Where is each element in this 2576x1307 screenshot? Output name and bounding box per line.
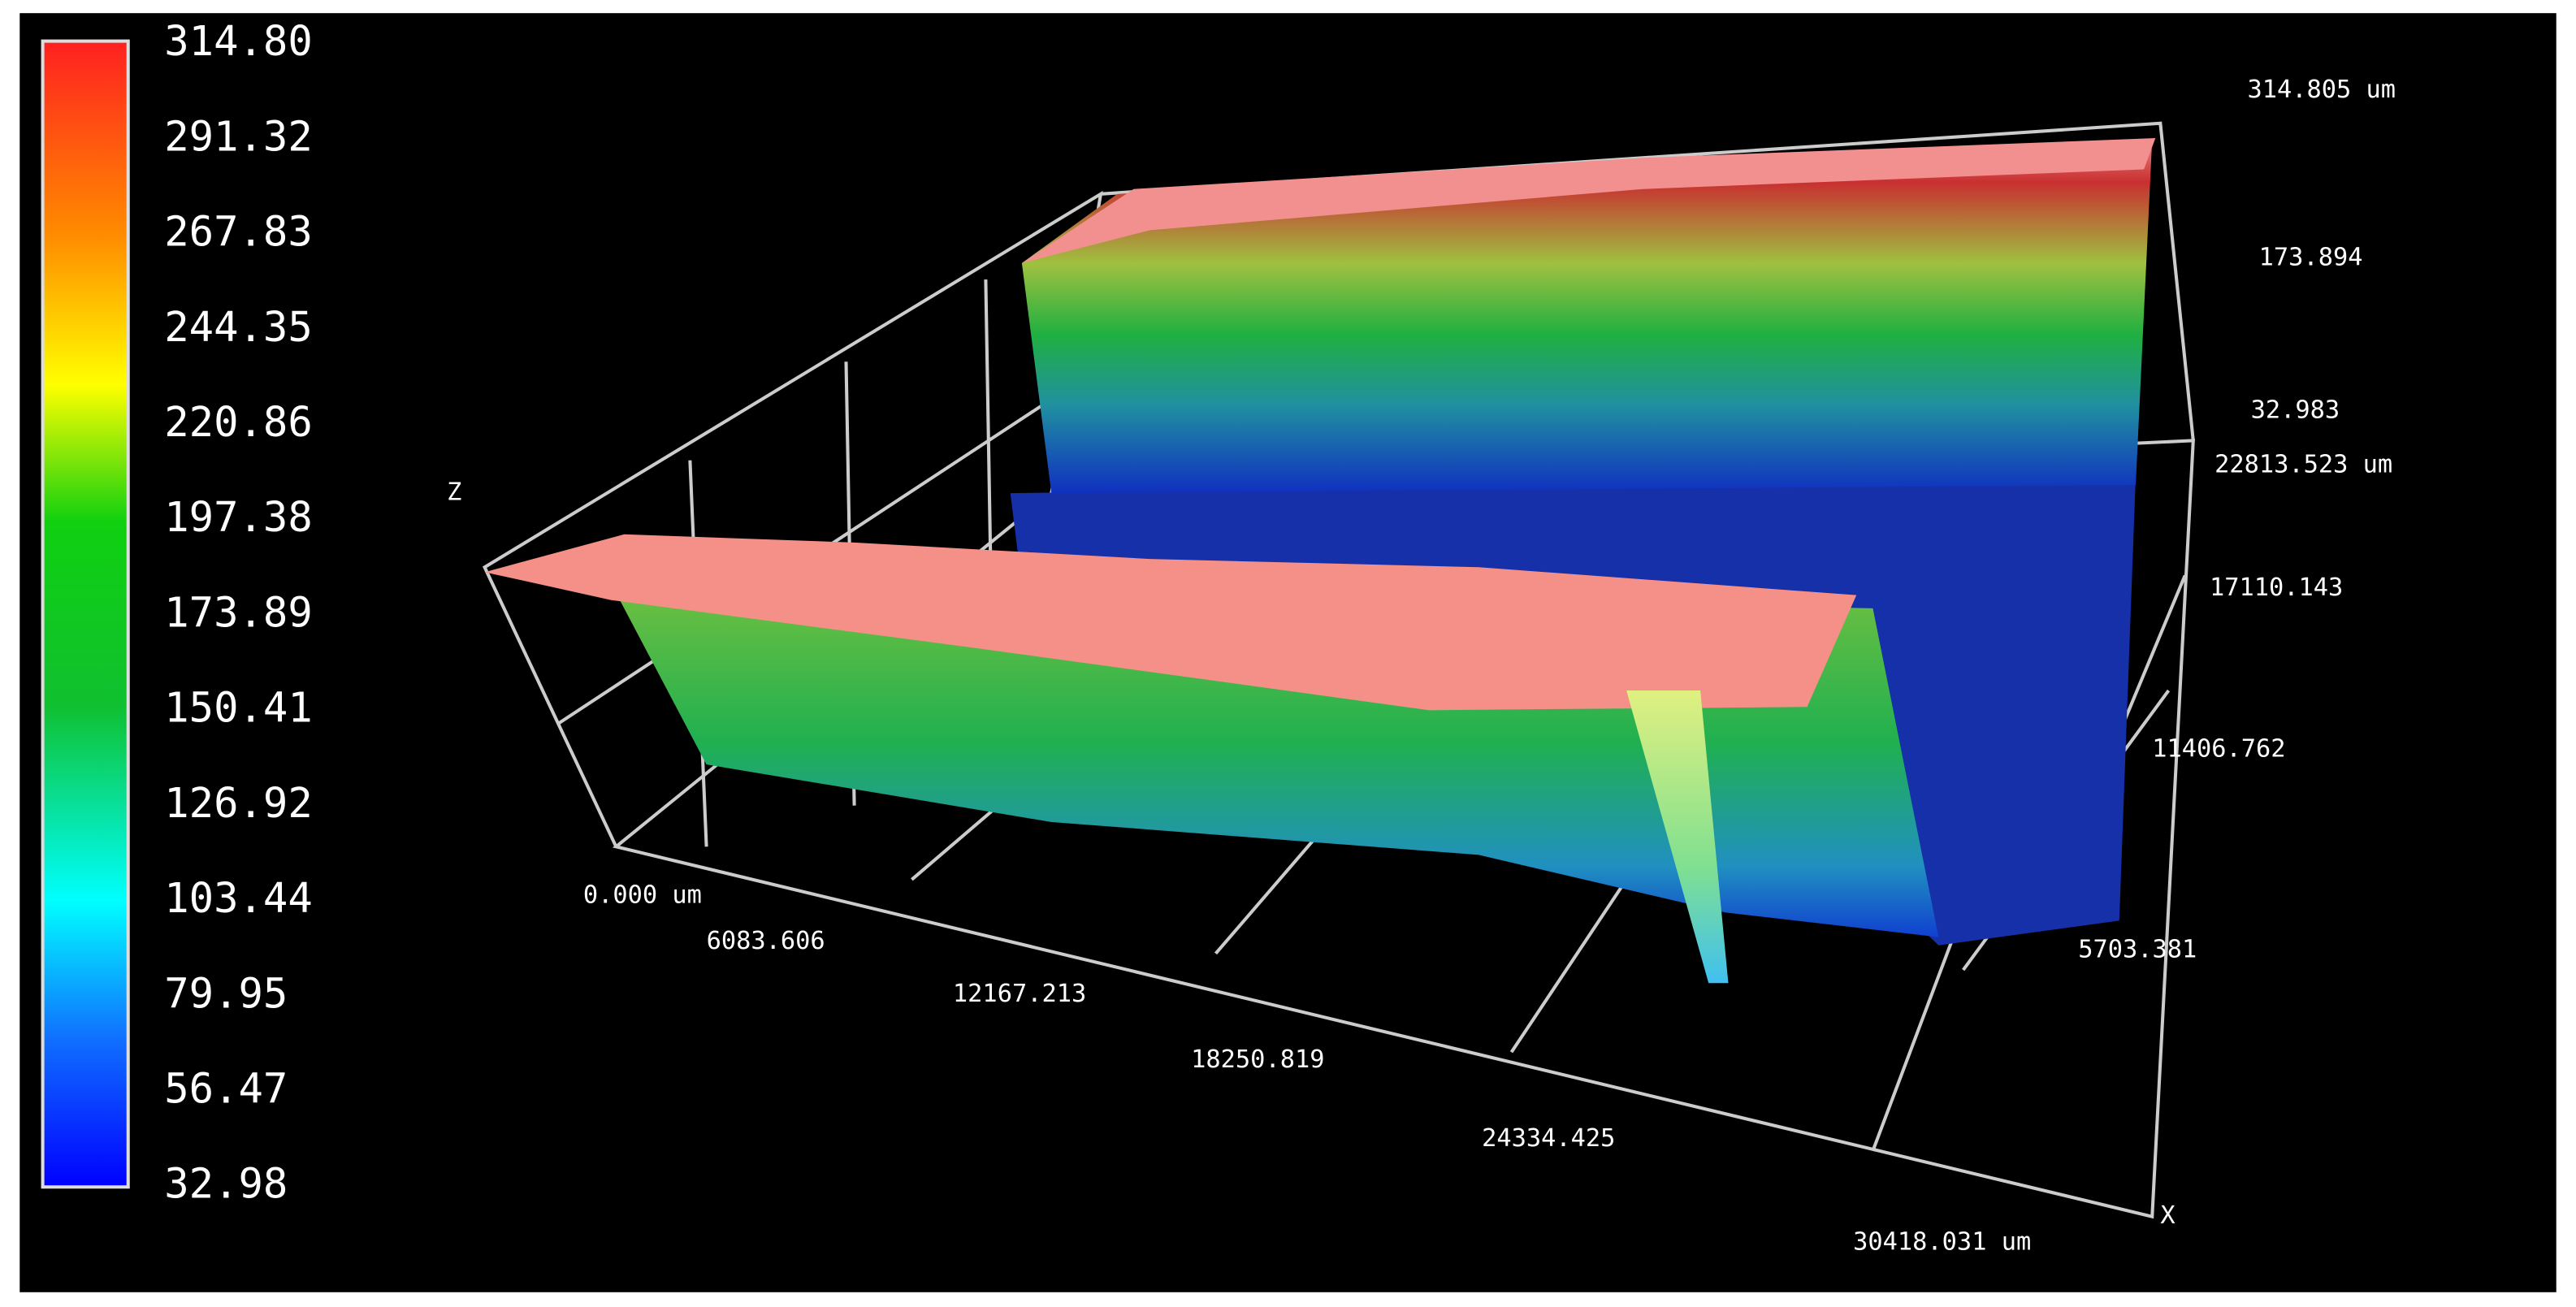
- x-tick-label: 24334.425: [1482, 1124, 1615, 1153]
- x-tick-label: 6083.606: [707, 927, 825, 955]
- colorbar-label: 32.98: [164, 1160, 288, 1208]
- back-ridge-top: [1021, 138, 2156, 263]
- colorbar-label: 291.32: [164, 112, 313, 160]
- y-tick-label: 11406.762: [2152, 734, 2285, 763]
- colorbar-label: 126.92: [164, 779, 313, 827]
- z-tick-label: 314.805 um: [2248, 76, 2396, 104]
- colorbar-label: 244.35: [164, 303, 313, 351]
- back-ridge-wall: [1021, 140, 2153, 494]
- colorbar-label: 267.83: [164, 208, 313, 256]
- colorbar-label: 197.38: [164, 493, 313, 541]
- x-tick-label: 0.000 um: [583, 881, 702, 910]
- y-tick-label: 5703.381: [2078, 935, 2197, 963]
- colorbar-label: 56.47: [164, 1065, 288, 1113]
- x-tick-label: 30418.031 um: [1853, 1228, 2031, 1257]
- colorbar-label: 220.86: [164, 398, 313, 446]
- z-axis-label: Z: [447, 478, 461, 507]
- surface-spike: [1626, 690, 1729, 984]
- colorbar-label: 150.41: [164, 684, 313, 732]
- x-axis-label: X: [2160, 1201, 2175, 1230]
- colorbar-label: 314.80: [164, 17, 313, 65]
- y-tick-label: 17110.143: [2210, 573, 2343, 602]
- z-tick-label: 173.894: [2259, 243, 2363, 271]
- colorbar-label: 173.89: [164, 588, 313, 636]
- colorbar-label: 79.95: [164, 969, 288, 1017]
- front-ridge-top: [484, 534, 1857, 711]
- x-tick-label: 18250.819: [1191, 1045, 1324, 1074]
- z-tick-label: 32.983: [2251, 396, 2340, 424]
- x-tick-label: 12167.213: [953, 980, 1086, 1008]
- y-tick-label: 22813.523 um: [2214, 450, 2392, 478]
- colorbar-label: 103.44: [164, 874, 313, 922]
- colorbar: [41, 39, 130, 1189]
